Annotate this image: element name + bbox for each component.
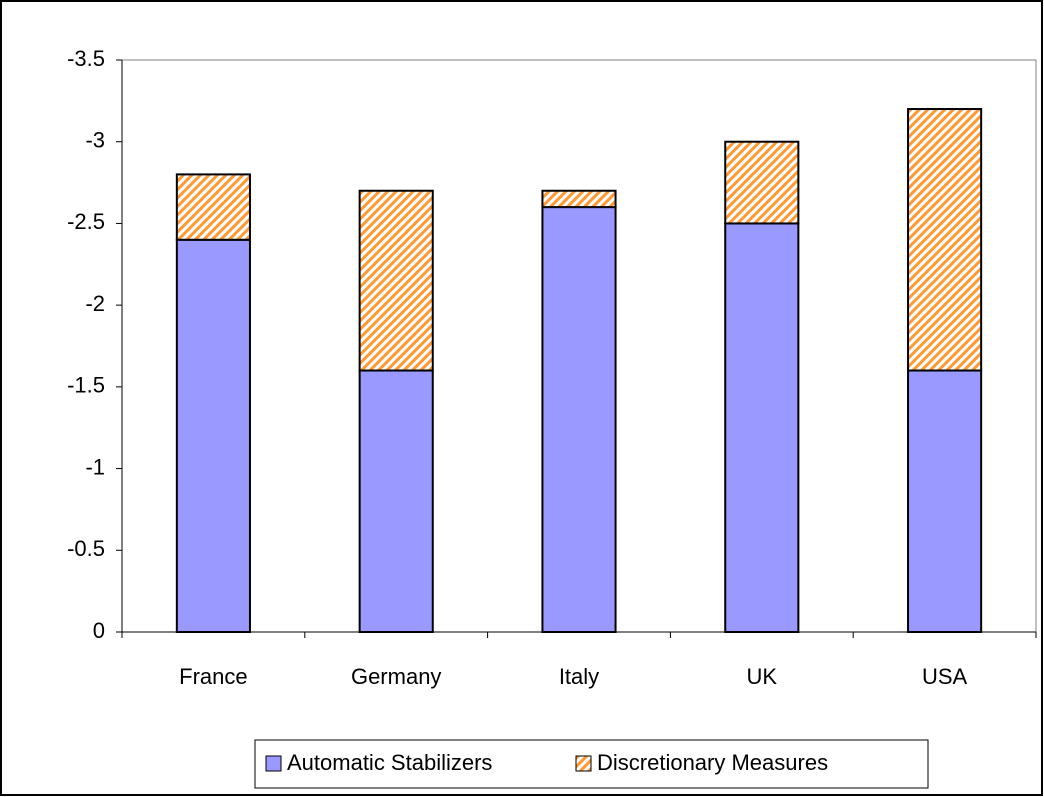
y-tick-label: -2	[85, 291, 105, 316]
bar-segment	[907, 108, 983, 372]
y-tick-label: 0	[93, 618, 105, 643]
x-tick-label: Germany	[351, 664, 441, 689]
bar-segment	[724, 222, 800, 634]
x-tick-label: UK	[747, 664, 778, 689]
legend-swatch	[575, 755, 592, 772]
x-tick-label: Italy	[559, 664, 599, 689]
legend-label: Automatic Stabilizers	[287, 750, 492, 775]
y-tick-label: -2.5	[67, 209, 105, 234]
bar-segment	[541, 206, 617, 633]
bar-segment	[541, 189, 617, 209]
bar-segment	[907, 369, 983, 633]
bar-segment	[175, 238, 251, 633]
x-tick-label: France	[179, 664, 247, 689]
y-tick-label: -3.5	[67, 46, 105, 71]
y-tick-label: -1	[85, 454, 105, 479]
bar-segment	[358, 189, 434, 372]
bar-segment	[175, 173, 251, 241]
bar-segment	[358, 369, 434, 633]
legend-label: Discretionary Measures	[597, 750, 828, 775]
bar-segment	[724, 140, 800, 225]
y-tick-label: -1.5	[67, 373, 105, 398]
y-tick-label: -3	[85, 128, 105, 153]
y-tick-label: -0.5	[67, 536, 105, 561]
x-tick-label: USA	[922, 664, 968, 689]
legend-swatch	[265, 755, 282, 772]
